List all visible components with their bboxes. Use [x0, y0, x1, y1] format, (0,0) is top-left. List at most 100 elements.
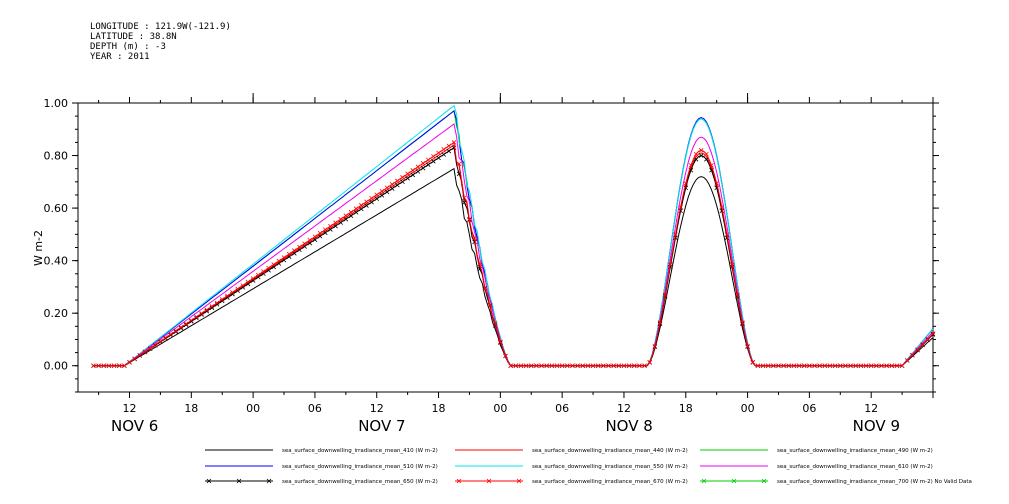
series-marker-7	[364, 199, 369, 205]
series-marker-7	[791, 363, 797, 369]
series-marker-7	[858, 363, 864, 369]
series-marker-7	[724, 232, 730, 237]
y-tick-label: 0.60	[44, 202, 69, 215]
series-marker-6	[693, 157, 699, 162]
series-marker-7	[817, 363, 822, 369]
series-marker-7	[456, 161, 462, 167]
x-tick-label: 18	[184, 402, 198, 415]
series-marker-6	[214, 302, 220, 307]
series-line-1	[93, 144, 934, 367]
x-tick-label: 12	[370, 402, 384, 415]
series-marker-7	[353, 206, 359, 211]
series-marker-7	[930, 331, 936, 336]
series-marker-7	[116, 363, 122, 369]
series-marker-7	[436, 150, 441, 156]
series-marker-7	[369, 195, 374, 201]
legend-label-0: sea_surface_downwelling_irradiance_mean_…	[282, 448, 438, 454]
series-marker-6	[189, 319, 194, 324]
series-marker-7	[863, 363, 869, 369]
series-marker-7	[549, 363, 555, 369]
series-marker-6	[369, 199, 374, 205]
series-marker-7	[420, 161, 426, 166]
series-marker-7	[750, 360, 756, 365]
legend-label-1: sea_surface_downwelling_irradiance_mean_…	[532, 448, 688, 454]
x-day-label: NOV 9	[853, 417, 900, 435]
series-marker-7	[261, 269, 266, 274]
y-tick-label: 0.00	[44, 360, 69, 373]
series-marker-6	[436, 155, 441, 161]
series-line-0	[93, 167, 934, 367]
series-line-2	[93, 109, 934, 367]
series-marker-7	[462, 195, 467, 201]
x-day-label: NOV 8	[605, 417, 652, 435]
series-marker-6	[364, 203, 369, 208]
x-day-label: NOV 7	[358, 417, 405, 435]
series-marker-7	[884, 363, 889, 369]
legend-marker-6	[236, 478, 242, 484]
series-marker-7	[400, 175, 405, 180]
series-marker-7	[575, 363, 580, 369]
series-marker-7	[441, 147, 446, 152]
x-tick-label: 06	[555, 402, 569, 415]
series-marker-7	[554, 363, 560, 369]
series-marker-7	[734, 292, 740, 297]
series-marker-7	[152, 342, 158, 348]
series-marker-7	[812, 363, 817, 369]
legend-marker-6	[266, 478, 272, 484]
series-marker-6	[395, 182, 400, 188]
legend-marker-8	[701, 478, 707, 484]
series-marker-7	[755, 363, 761, 369]
series-marker-7	[642, 363, 647, 369]
series-marker-7	[194, 314, 199, 320]
plot-border	[77, 102, 934, 393]
series-marker-7	[312, 234, 318, 239]
series-marker-7	[147, 345, 153, 351]
series-marker-7	[96, 363, 101, 369]
series-marker-7	[781, 363, 786, 369]
series-marker-6	[333, 223, 338, 229]
series-marker-7	[832, 363, 838, 369]
series-marker-6	[374, 196, 380, 202]
series-marker-7	[565, 363, 570, 369]
series-marker-7	[595, 363, 601, 369]
series-marker-7	[101, 363, 107, 369]
series-marker-7	[925, 336, 931, 342]
series-marker-7	[544, 363, 549, 369]
series-marker-6	[698, 153, 704, 158]
series-marker-7	[590, 363, 596, 369]
series-marker-6	[194, 315, 199, 321]
legend-label-8: sea_surface_downwelling_irradiance_mean_…	[777, 479, 972, 485]
series-marker-7	[389, 181, 395, 187]
series-marker-7	[719, 204, 725, 210]
series-marker-7	[328, 223, 333, 229]
x-tick-label: 06	[308, 402, 322, 415]
series-marker-7	[379, 188, 385, 194]
series-marker-7	[163, 335, 168, 341]
series-marker-7	[904, 358, 910, 363]
series-marker-6	[930, 332, 936, 337]
series-marker-6	[338, 220, 343, 225]
series-marker-7	[158, 339, 163, 344]
series-marker-7	[729, 262, 735, 267]
series-marker-7	[307, 237, 313, 243]
series-marker-6	[328, 227, 333, 232]
series-marker-7	[920, 342, 925, 347]
y-tick-label: 1.00	[44, 97, 69, 110]
series-marker-7	[482, 285, 488, 291]
series-marker-7	[297, 244, 302, 250]
legend: sea_surface_downwelling_irradiance_mean_…	[205, 448, 972, 485]
x-tick-label: 00	[741, 402, 755, 415]
series-marker-6	[425, 162, 431, 167]
legend-marker-7	[456, 478, 462, 484]
series-marker-7	[580, 363, 586, 369]
series-marker-7	[281, 255, 287, 260]
series-marker-7	[910, 352, 915, 358]
series-marker-7	[626, 363, 632, 369]
y-axis-label: W m-2	[32, 230, 45, 266]
series-marker-7	[894, 363, 900, 369]
x-day-label: NOV 6	[111, 417, 158, 435]
series-marker-6	[204, 308, 210, 314]
series-marker-7	[168, 332, 173, 337]
series-marker-6	[472, 239, 477, 245]
series-marker-7	[889, 363, 895, 369]
